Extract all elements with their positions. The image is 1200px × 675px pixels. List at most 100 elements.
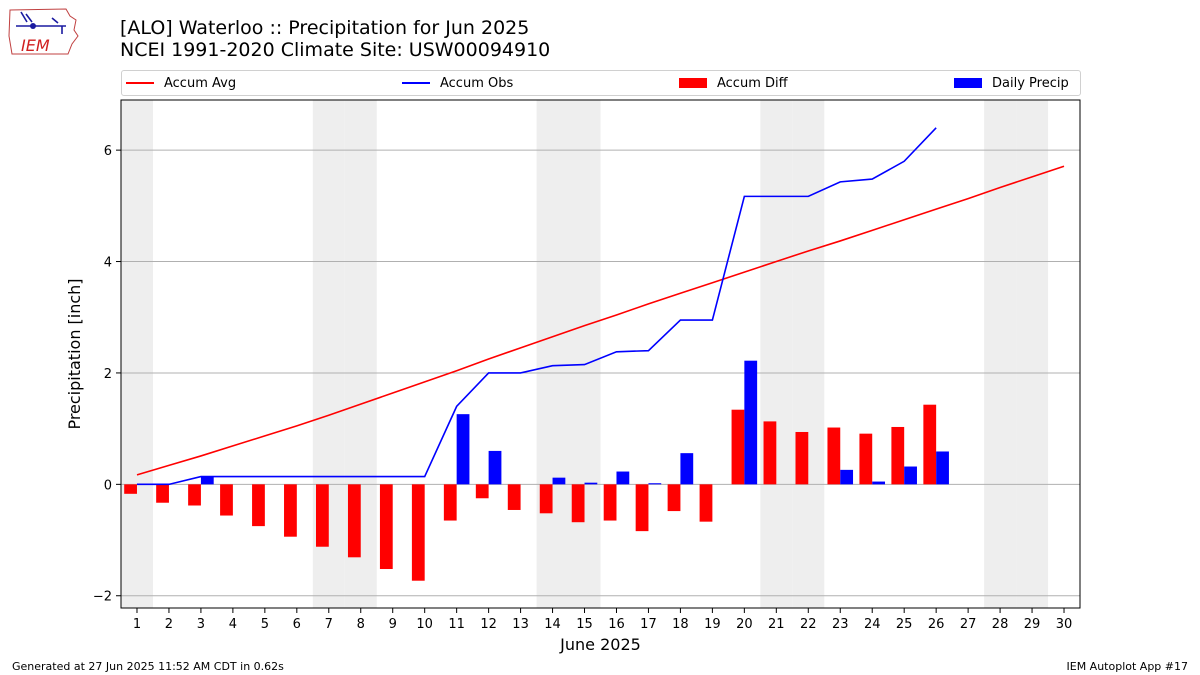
y-tick-label: 4 — [104, 256, 112, 271]
accum-diff-bar — [635, 484, 649, 532]
weekend-shade — [760, 100, 793, 608]
x-tick-label: 14 — [544, 617, 561, 632]
app-id: IEM Autoplot App #17 — [1066, 660, 1189, 673]
x-tick-label: 21 — [768, 617, 785, 632]
plot-area — [121, 100, 1080, 608]
legend-accum-diff: Accum Diff — [679, 74, 788, 92]
x-tick-label: 3 — [197, 617, 205, 632]
x-tick-label: 1 — [133, 617, 141, 632]
x-tick-label: 15 — [576, 617, 593, 632]
legend-blue-line-icon — [402, 82, 430, 84]
accum-diff-bar — [923, 404, 937, 485]
accum-diff-bar — [891, 426, 905, 485]
x-tick-label: 23 — [832, 617, 849, 632]
x-tick-label: 8 — [357, 617, 365, 632]
iowa-map-logo-icon: IEM — [8, 8, 79, 55]
x-tick-label: 19 — [704, 617, 721, 632]
chart-legend: Accum Avg Accum Obs Accum Diff Daily Pre… — [121, 70, 1081, 96]
weekend-shade — [568, 100, 601, 608]
x-tick-label: 20 — [736, 617, 753, 632]
x-tick-label: 24 — [864, 617, 881, 632]
x-tick-label: 12 — [480, 617, 497, 632]
daily-precip-bar — [584, 482, 598, 485]
weekend-shade — [312, 100, 345, 608]
y-tick-label: 2 — [104, 367, 112, 382]
accum-diff-bar — [763, 421, 777, 485]
accum-diff-bar — [347, 484, 361, 558]
legend-accum-obs: Accum Obs — [402, 74, 513, 92]
accum-diff-bar — [156, 484, 169, 503]
generated-timestamp: Generated at 27 Jun 2025 11:52 AM CDT in… — [12, 660, 284, 673]
legend-label: Accum Obs — [440, 75, 514, 91]
weekend-shade — [792, 100, 825, 608]
daily-precip-bar — [200, 476, 214, 485]
y-axis-label: Precipitation [inch] — [65, 278, 84, 429]
daily-precip-bar — [456, 414, 470, 485]
accum-diff-bar — [571, 484, 585, 523]
accum-diff-bar — [220, 484, 233, 516]
accum-diff-bar — [603, 484, 617, 521]
accum-obs-line — [136, 127, 937, 486]
daily-precip-bar — [552, 477, 566, 485]
logo-text: IEM — [21, 36, 50, 55]
daily-precip-bar — [744, 360, 758, 485]
x-tick-label: 4 — [229, 617, 237, 632]
accum-diff-bar — [795, 431, 809, 485]
iem-logo: IEM — [6, 6, 80, 58]
weekend-shade — [344, 100, 377, 608]
accum-diff-bar — [539, 484, 553, 514]
x-tick-label: 28 — [992, 617, 1009, 632]
daily-precip-bar — [616, 471, 630, 485]
accum-diff-bar — [827, 427, 841, 485]
daily-precip-bar — [648, 483, 662, 485]
x-tick-label: 11 — [448, 617, 465, 632]
weekend-shade — [536, 100, 569, 608]
x-axis-label: June 2025 — [559, 635, 641, 654]
title-line-1: [ALO] Waterloo :: Precipitation for Jun … — [120, 17, 530, 39]
accum-diff-bar — [443, 484, 457, 521]
x-tick-label: 27 — [960, 617, 977, 632]
accum-diff-bar — [315, 484, 329, 547]
legend-label: Daily Precip — [992, 75, 1069, 91]
accum-diff-bar — [859, 433, 873, 485]
x-tick-label: 6 — [293, 617, 301, 632]
chart-title: [ALO] Waterloo :: Precipitation for Jun … — [120, 17, 550, 61]
daily-precip-bar — [872, 481, 886, 485]
x-tick-label: 10 — [416, 617, 433, 632]
accum-diff-bar — [188, 484, 201, 506]
x-tick-label: 26 — [928, 617, 945, 632]
x-tick-label: 5 — [261, 617, 269, 632]
legend-label: Accum Avg — [164, 75, 237, 91]
weekend-shade — [984, 100, 1017, 608]
plot-frame — [120, 99, 1081, 609]
x-tick-label: 2 — [165, 617, 173, 632]
x-tick-label: 22 — [800, 617, 817, 632]
x-tick-label: 16 — [608, 617, 625, 632]
accum-diff-bar — [475, 484, 489, 499]
legend-red-line-icon — [126, 82, 154, 84]
accum-diff-bar — [284, 484, 297, 537]
accum-diff-bar — [507, 484, 521, 510]
weekend-shade — [1016, 100, 1049, 608]
x-tick-label: 17 — [640, 617, 657, 632]
accum-diff-bar — [731, 409, 745, 485]
daily-precip-bar — [936, 451, 949, 485]
accum-diff-bar — [411, 484, 425, 581]
accum-avg-line — [136, 165, 1065, 476]
x-tick-label: 9 — [389, 617, 397, 632]
daily-precip-bar — [904, 466, 917, 485]
accum-diff-bar — [124, 484, 137, 494]
daily-precip-bar — [488, 450, 502, 485]
legend-blue-box-icon — [954, 78, 982, 88]
accum-diff-bar — [699, 484, 713, 522]
y-tick-label: 6 — [104, 144, 112, 159]
y-tick-label: −2 — [93, 590, 112, 605]
accum-diff-bar — [667, 484, 681, 512]
x-tick-label: 29 — [1024, 617, 1041, 632]
x-tick-label: 25 — [896, 617, 913, 632]
daily-precip-bar — [840, 469, 854, 485]
legend-daily-precip: Daily Precip — [954, 74, 1069, 92]
legend-label: Accum Diff — [717, 75, 788, 91]
x-tick-label: 13 — [512, 617, 529, 632]
